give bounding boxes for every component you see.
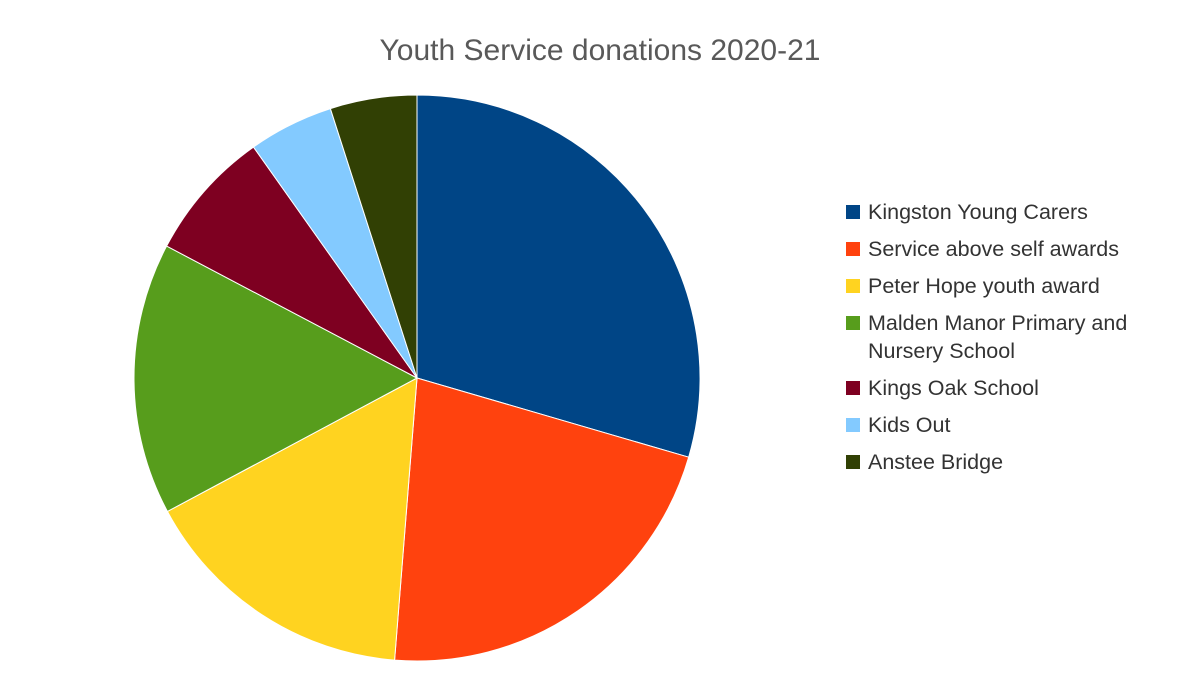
pie-slice-3 [133,245,419,513]
legend-swatch [846,455,860,469]
legend-label: Kings Oak School [868,376,1039,400]
legend-swatch [846,316,860,330]
legend-swatch [846,418,860,432]
pie-slice-4 [165,146,418,379]
legend-item: Kingston Young Carers [846,198,1196,226]
legend-swatch [846,279,860,293]
legend-label: Malden Manor Primary and Nursery School [868,311,1128,363]
legend-item: Malden Manor Primary and Nursery School [846,309,1196,365]
legend-item: Peter Hope youth award [846,272,1196,300]
pie-chart [133,94,701,662]
pie-slice-0 [416,94,701,458]
legend-swatch [846,242,860,256]
pie-slice-2 [166,377,418,661]
chart-legend: Kingston Young Carers Service above self … [846,198,1196,485]
legend-item: Kids Out [846,411,1196,439]
legend-label: Anstee Bridge [868,450,1004,474]
legend-item: Service above self awards [846,235,1196,263]
legend-label: Kids Out [868,413,951,437]
legend-item: Anstee Bridge [846,448,1196,476]
chart-title: Youth Service donations 2020-21 [379,34,821,67]
legend-label: Kingston Young Carers [868,200,1088,224]
legend-label: Service above self awards [868,237,1119,261]
pie-slice-6 [329,94,418,379]
pie-slice-1 [394,377,690,662]
legend-item: Kings Oak School [846,374,1196,402]
legend-swatch [846,205,860,219]
legend-label: Peter Hope youth award [868,274,1100,298]
legend-swatch [846,381,860,395]
